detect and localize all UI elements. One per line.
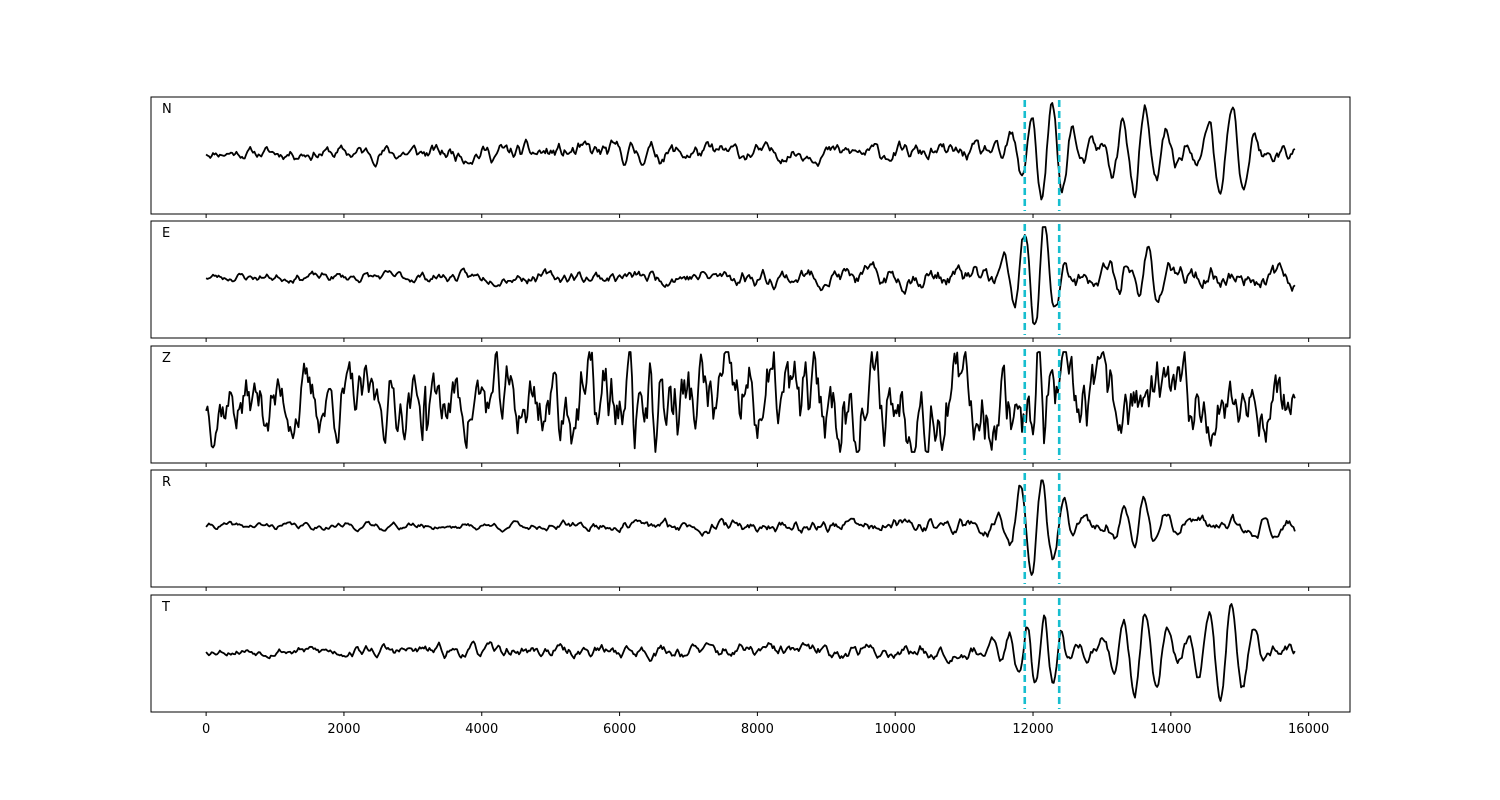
panel-frame [150, 594, 1351, 713]
waveform-r [205, 479, 1296, 576]
panel-frame [150, 345, 1351, 464]
panel-frame [150, 220, 1351, 339]
waveform-t [205, 603, 1296, 702]
panel-n: N [150, 96, 1351, 218]
channel-label-z: Z [162, 351, 171, 366]
waveform-n [205, 102, 1296, 201]
channel-label-r: R [162, 475, 171, 490]
x-tick-label: 6000 [603, 722, 636, 737]
x-tick-label: 16000 [1288, 722, 1329, 737]
panel-frame [150, 469, 1351, 588]
x-tick-label: 8000 [741, 722, 774, 737]
panel-stack: N E Z R T [150, 96, 1351, 716]
panel-t: T [150, 594, 1351, 716]
x-tick-label: 10000 [875, 722, 916, 737]
panel-r: R [150, 469, 1351, 591]
panel-frame [150, 96, 1351, 215]
x-axis: 0 2000 4000 6000 8000 10000 12000 14000 16000 [202, 722, 1329, 737]
x-tick-label: 14000 [1150, 722, 1191, 737]
waveform-e [205, 226, 1296, 326]
panel-e: E [150, 220, 1351, 342]
x-tick-label: 2000 [327, 722, 360, 737]
channel-label-e: E [162, 226, 170, 241]
channel-label-n: N [162, 102, 172, 117]
x-tick-label: 12000 [1012, 722, 1053, 737]
x-tick-label: 0 [202, 722, 210, 737]
x-tick-label: 4000 [465, 722, 498, 737]
channel-label-t: T [161, 600, 170, 615]
waveform-z [205, 351, 1296, 453]
panel-z: Z [150, 345, 1351, 467]
